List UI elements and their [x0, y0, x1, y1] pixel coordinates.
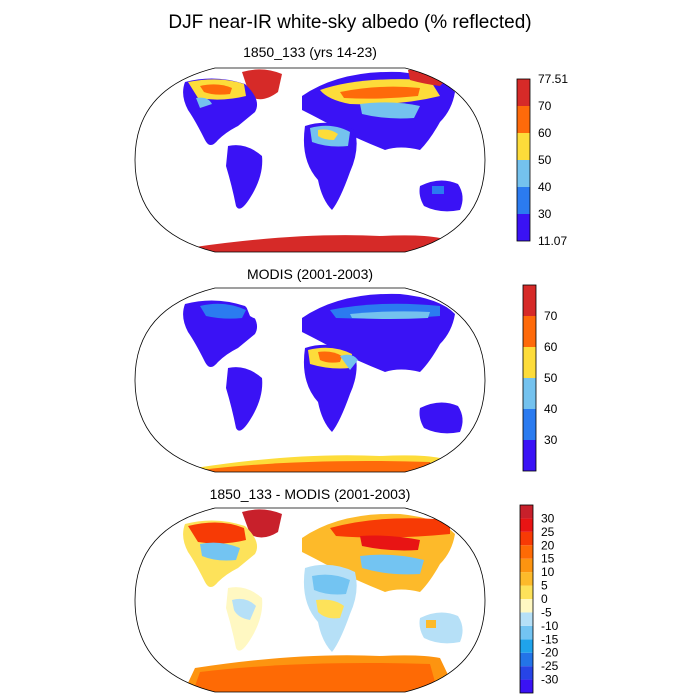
colorbar-segment: [520, 505, 533, 519]
australia-region: [419, 612, 463, 644]
colorbar-segment: [517, 106, 530, 133]
map-panel-difference: [134, 507, 486, 693]
colorbar-tick-label: 20: [541, 538, 555, 552]
colorbars: 11.07304050607077.513040506070-30-25-20-…: [516, 72, 568, 694]
colorbar-tick-label: 11.07: [538, 234, 567, 248]
panel-title-difference: 1850_133 - MODIS (2001-2003): [209, 486, 411, 502]
map-outline: [134, 67, 486, 253]
map-outline: [134, 287, 486, 473]
colorbar-segment: [520, 585, 533, 599]
colorbar-segment: [517, 79, 530, 106]
map-panel-modis: [134, 287, 486, 473]
colorbar-segment: [520, 639, 533, 653]
colorbar-tick-label: 50: [538, 153, 552, 167]
colorbar-segment: [520, 558, 533, 573]
colorbar-segment: [520, 612, 533, 626]
colorbar-tick-label: -30: [541, 673, 559, 687]
colorbar-segment: [520, 531, 533, 546]
south-america-region: [226, 145, 263, 209]
colorbar-segment: [520, 666, 533, 680]
colorbar-segment: [520, 545, 533, 559]
colorbar-tick-label: 25: [541, 525, 555, 539]
australia-region: [419, 180, 463, 212]
colorbar-segment: [520, 599, 533, 613]
colorbar-segment: [517, 187, 530, 214]
map-panel-model: [134, 67, 486, 253]
antarctica-region: [180, 235, 460, 252]
colorbar-tick-label: 60: [538, 126, 552, 140]
colorbar-tick-label: 30: [538, 207, 552, 221]
colorbar-tick-label: 15: [541, 552, 555, 566]
colorbar-tick-label: 30: [541, 511, 555, 525]
south-america-region: [226, 367, 263, 431]
panel-title-model: 1850_133 (yrs 14-23): [243, 44, 377, 60]
greenland-region: [242, 509, 282, 538]
colorbar-tick-label: 70: [538, 99, 552, 113]
colorbar-segment: [520, 652, 533, 667]
colorbar-segment: [520, 625, 533, 640]
colorbar-segment: [517, 133, 530, 160]
colorbar-tick-label: -25: [541, 659, 559, 673]
colorbar-1: 30 40 50 60 70: [522, 284, 558, 472]
colorbar-tick-label: 10: [541, 565, 555, 579]
colorbar-tick-label: 5: [541, 579, 548, 593]
colorbar-tick-label: 70: [544, 309, 558, 323]
colorbar-segment: [520, 518, 533, 532]
colorbar-segment: [523, 440, 536, 471]
colorbar-tick-label: -10: [541, 619, 559, 633]
colorbar-tick-label: 30: [544, 433, 558, 447]
colorbar-tick-label: 0: [541, 592, 548, 606]
greenland-region: [242, 293, 282, 320]
colorbar-segment: [523, 378, 536, 409]
colorbar-segment: [523, 347, 536, 378]
colorbar-tick-label: 60: [544, 340, 558, 354]
colorbar-segment: [520, 679, 533, 693]
colorbar-tick-label: -15: [541, 632, 559, 646]
colorbar-segment: [520, 572, 533, 586]
colorbar-segment: [523, 316, 536, 347]
colorbar-tick-label: 40: [544, 402, 558, 416]
colorbar-segment: [517, 160, 530, 187]
main-title: DJF near-IR white-sky albedo (% reflecte…: [168, 12, 532, 33]
colorbar-tick-label: -20: [541, 646, 559, 660]
colorbar-segment: [517, 214, 530, 241]
map-outline: [134, 507, 486, 693]
colorbar-tick-label: 40: [538, 180, 552, 194]
colorbar-tick-label: 50: [544, 371, 558, 385]
colorbar-segment: [523, 285, 536, 316]
colorbar-0: 11.07 30 40 50 60 70 77.51: [516, 72, 568, 248]
colorbar-tick-label: 77.51: [538, 72, 568, 86]
panel-title-modis: MODIS (2001-2003): [246, 266, 374, 282]
australia-region: [419, 402, 463, 434]
colorbar-tick-label: -5: [541, 605, 552, 619]
colorbar-segment: [523, 409, 536, 440]
